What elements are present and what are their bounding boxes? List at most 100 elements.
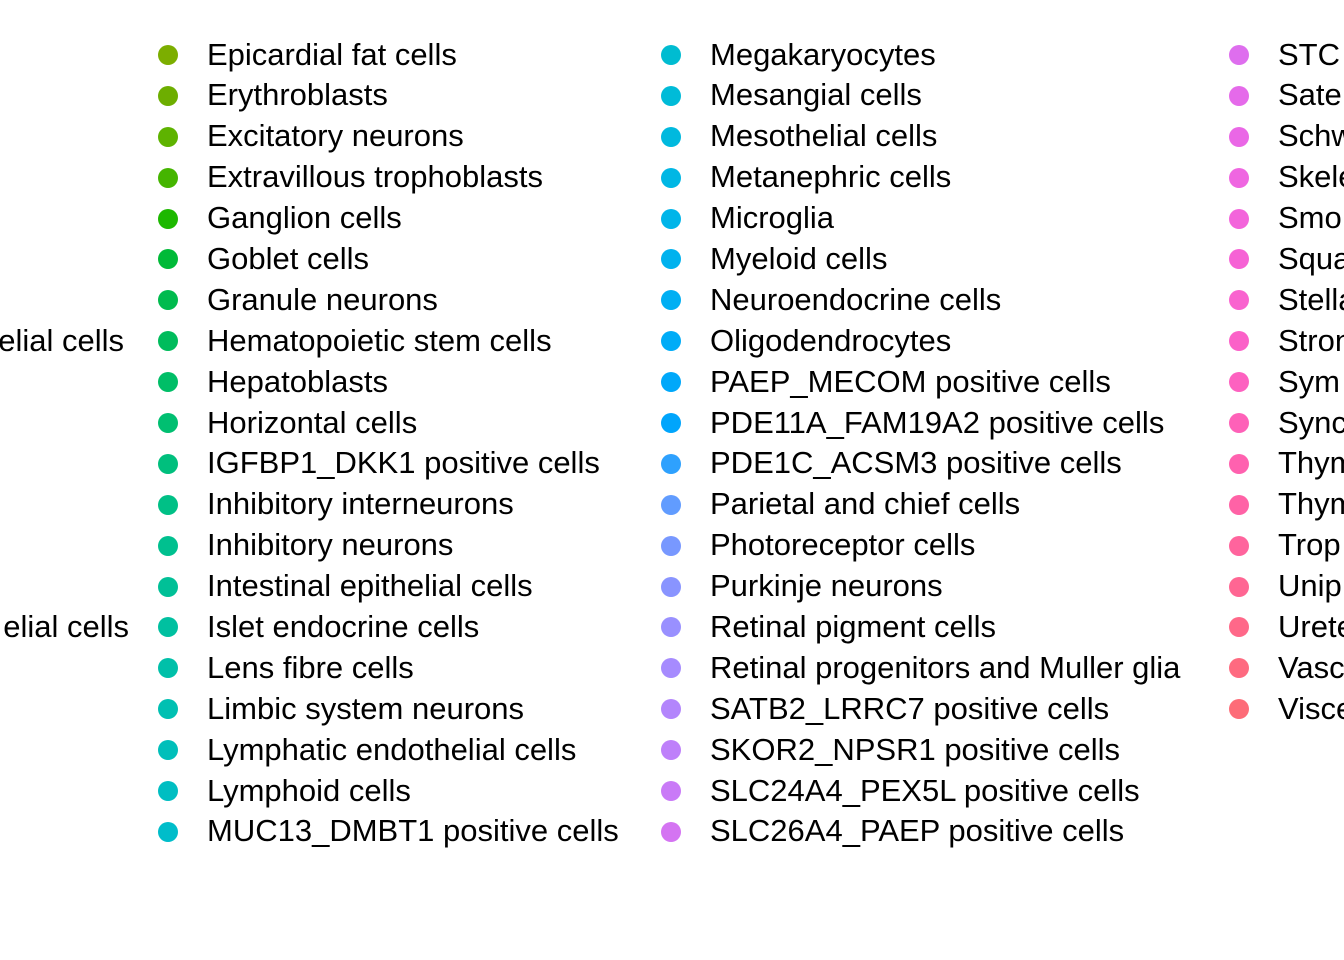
legend-label: Myeloid cells [710, 240, 888, 276]
legend-label: Extravillous trophoblasts [207, 159, 543, 195]
legend-label: Inhibitory interneurons [207, 486, 514, 522]
legend-label: Metanephric cells [710, 159, 952, 195]
legend-label-partial: elial cells [0, 322, 124, 358]
legend-key-dot [661, 658, 681, 679]
legend-label: Mesangial cells [710, 77, 922, 113]
legend-label: Islet endocrine cells [207, 608, 480, 644]
legend-label: SKOR2_NPSR1 positive cells [710, 731, 1121, 767]
legend-key-dot [661, 413, 681, 434]
legend-label: PDE1C_ACSM3 positive cells [710, 445, 1122, 481]
legend-key-dot [158, 535, 178, 556]
legend-key-dot [158, 617, 178, 638]
legend-label: Vasc [1278, 649, 1344, 685]
legend-key-dot [661, 781, 681, 802]
legend-key-dot [661, 617, 681, 638]
legend-label: Schw [1278, 118, 1344, 154]
legend-key-dot [661, 85, 681, 106]
legend-label: Urete [1278, 608, 1344, 644]
legend-key-dot [1229, 494, 1249, 515]
legend-key-dot [158, 85, 178, 106]
legend-key-dot [158, 658, 178, 679]
legend-key-dot [1229, 699, 1249, 720]
legend-label: IGFBP1_DKK1 positive cells [207, 445, 600, 481]
legend-key-dot [158, 126, 178, 147]
legend-key-dot [661, 372, 681, 393]
legend-key-dot [158, 576, 178, 597]
legend-key-dot [1229, 45, 1249, 65]
legend-label: Lens fibre cells [207, 649, 414, 685]
legend-label: Purkinje neurons [710, 568, 943, 604]
legend-key-dot [661, 821, 681, 842]
legend-key-dot [661, 45, 681, 65]
legend-key-dot [158, 453, 178, 474]
legend-key-dot [661, 535, 681, 556]
legend-key-dot [661, 208, 681, 229]
legend-label: Skele [1278, 159, 1344, 195]
legend-key-dot [158, 821, 178, 842]
legend-key-dot [158, 494, 178, 515]
legend-label-partial: elial cells [3, 609, 129, 645]
legend-label: Erythroblasts [207, 77, 388, 113]
legend-label: Thym [1278, 486, 1344, 522]
legend-label: Hepatoblasts [207, 363, 388, 399]
legend-label: Stron [1278, 322, 1344, 358]
legend-key-dot [1229, 126, 1249, 147]
legend-key-dot [661, 331, 681, 352]
legend-key-dot [1229, 658, 1249, 679]
legend-key-dot [158, 290, 178, 311]
legend-label: Sync [1278, 404, 1344, 440]
legend-key-dot [661, 494, 681, 515]
legend-label: Excitatory neurons [207, 118, 464, 154]
legend-label: Megakaryocytes [710, 36, 936, 72]
legend-label: Thym [1278, 445, 1344, 481]
legend-label: MUC13_DMBT1 positive cells [207, 813, 619, 849]
legend-key-dot [158, 413, 178, 434]
legend-key-dot [1229, 372, 1249, 393]
legend-label: Photoreceptor cells [710, 527, 976, 563]
legend-label: Horizontal cells [207, 404, 418, 440]
legend-label: Squa [1278, 240, 1344, 276]
legend-key-dot [158, 699, 178, 720]
legend-key-dot [661, 699, 681, 720]
legend-key-dot [661, 167, 681, 188]
legend-label: Hematopoietic stem cells [207, 322, 552, 358]
legend-key-dot [661, 576, 681, 597]
legend-key-dot [158, 45, 178, 65]
legend-key-dot [661, 453, 681, 474]
legend-key-dot [1229, 535, 1249, 556]
legend-label: Limbic system neurons [207, 690, 525, 726]
legend-label: Trop [1278, 527, 1341, 563]
legend-key-dot [661, 740, 681, 761]
legend-label: STC [1278, 36, 1340, 72]
legend-label: SLC26A4_PAEP positive cells [710, 813, 1125, 849]
legend-label: PAEP_MECOM positive cells [710, 363, 1111, 399]
legend-label: Microglia [710, 200, 835, 236]
legend-label: Unip [1278, 568, 1342, 604]
legend-key-dot [158, 781, 178, 802]
legend-label: Granule neurons [207, 281, 438, 317]
legend-label: Goblet cells [207, 240, 369, 276]
legend-key-dot [1229, 453, 1249, 474]
legend-key-dot [158, 372, 178, 393]
legend-label: Parietal and chief cells [710, 486, 1021, 522]
legend-key-dot [158, 249, 178, 270]
legend-label: SATB2_LRRC7 positive cells [710, 690, 1110, 726]
legend-label: Lymphatic endothelial cells [207, 731, 577, 767]
legend-key-dot [158, 740, 178, 761]
legend-label: PDE11A_FAM19A2 positive cells [710, 404, 1165, 440]
legend-label: Smo [1278, 200, 1342, 236]
legend-label: Epicardial fat cells [207, 36, 457, 72]
legend-label: Oligodendrocytes [710, 322, 952, 358]
legend-key-dot [1229, 290, 1249, 311]
legend-key-dot [1229, 576, 1249, 597]
legend-key-dot [158, 331, 178, 352]
legend-key-dot [661, 290, 681, 311]
legend-key-dot [1229, 208, 1249, 229]
legend-label: Intestinal epithelial cells [207, 568, 533, 604]
legend-label: Visce [1278, 690, 1344, 726]
legend-key-dot [1229, 413, 1249, 434]
legend-label: Neuroendocrine cells [710, 281, 1002, 317]
legend-key-dot [1229, 331, 1249, 352]
legend-label: Inhibitory neurons [207, 527, 454, 563]
